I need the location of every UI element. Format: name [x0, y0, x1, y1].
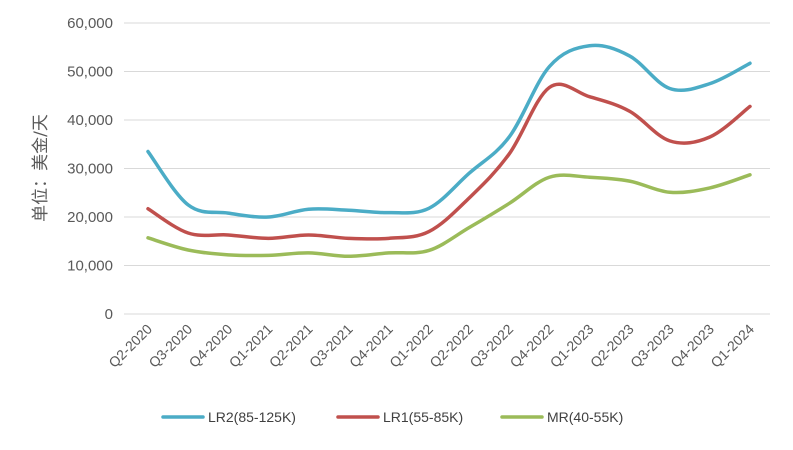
x-tick-label: Q1-2023 [547, 321, 597, 371]
x-tick-label: Q3-2021 [306, 321, 356, 371]
y-tick-label: 40,000 [67, 112, 113, 129]
y-tick-label: 0 [105, 306, 113, 323]
legend-label: LR2(85-125K) [208, 409, 296, 425]
x-tick-label: Q1-2022 [386, 321, 436, 371]
series-line [146, 82, 752, 241]
x-tick-label: Q2-2021 [266, 321, 316, 371]
x-tick-label: Q4-2021 [346, 321, 396, 371]
x-tick-label: Q3-2023 [627, 321, 677, 371]
gridlines [124, 22, 770, 315]
x-tick-label: Q4-2022 [507, 321, 557, 371]
y-tick-label: 60,000 [67, 15, 113, 32]
series-line [146, 173, 752, 259]
y-tick-label: 10,000 [67, 258, 113, 275]
x-tick-label: Q2-2020 [105, 321, 155, 371]
y-tick-label: 50,000 [67, 64, 113, 81]
x-tick-label: Q1-2024 [707, 321, 757, 371]
y-axis-label: 单位：美金/天 [31, 114, 51, 222]
x-tick-label: Q3-2020 [145, 321, 195, 371]
y-axis-ticks: 0 10,000 20,000 30,000 40,000 50,000 60,000 [67, 15, 113, 323]
x-tick-label: Q1-2021 [226, 321, 276, 371]
legend: LR2(85-125K) LR1(55-85K) MR(40-55K) [161, 409, 623, 425]
x-tick-label: Q4-2020 [186, 321, 236, 371]
x-tick-label: Q2-2023 [587, 321, 637, 371]
series-lines [146, 43, 752, 259]
x-axis-ticks: Q2-2020Q3-2020Q4-2020Q1-2021Q2-2021Q3-20… [105, 321, 757, 371]
x-tick-label: Q3-2022 [466, 321, 516, 371]
y-tick-label: 30,000 [67, 161, 113, 178]
x-tick-label: Q4-2023 [667, 321, 717, 371]
y-tick-label: 20,000 [67, 209, 113, 226]
legend-label: LR1(55-85K) [383, 409, 463, 425]
x-tick-label: Q2-2022 [426, 321, 476, 371]
legend-label: MR(40-55K) [547, 409, 623, 425]
series-line [146, 43, 752, 219]
